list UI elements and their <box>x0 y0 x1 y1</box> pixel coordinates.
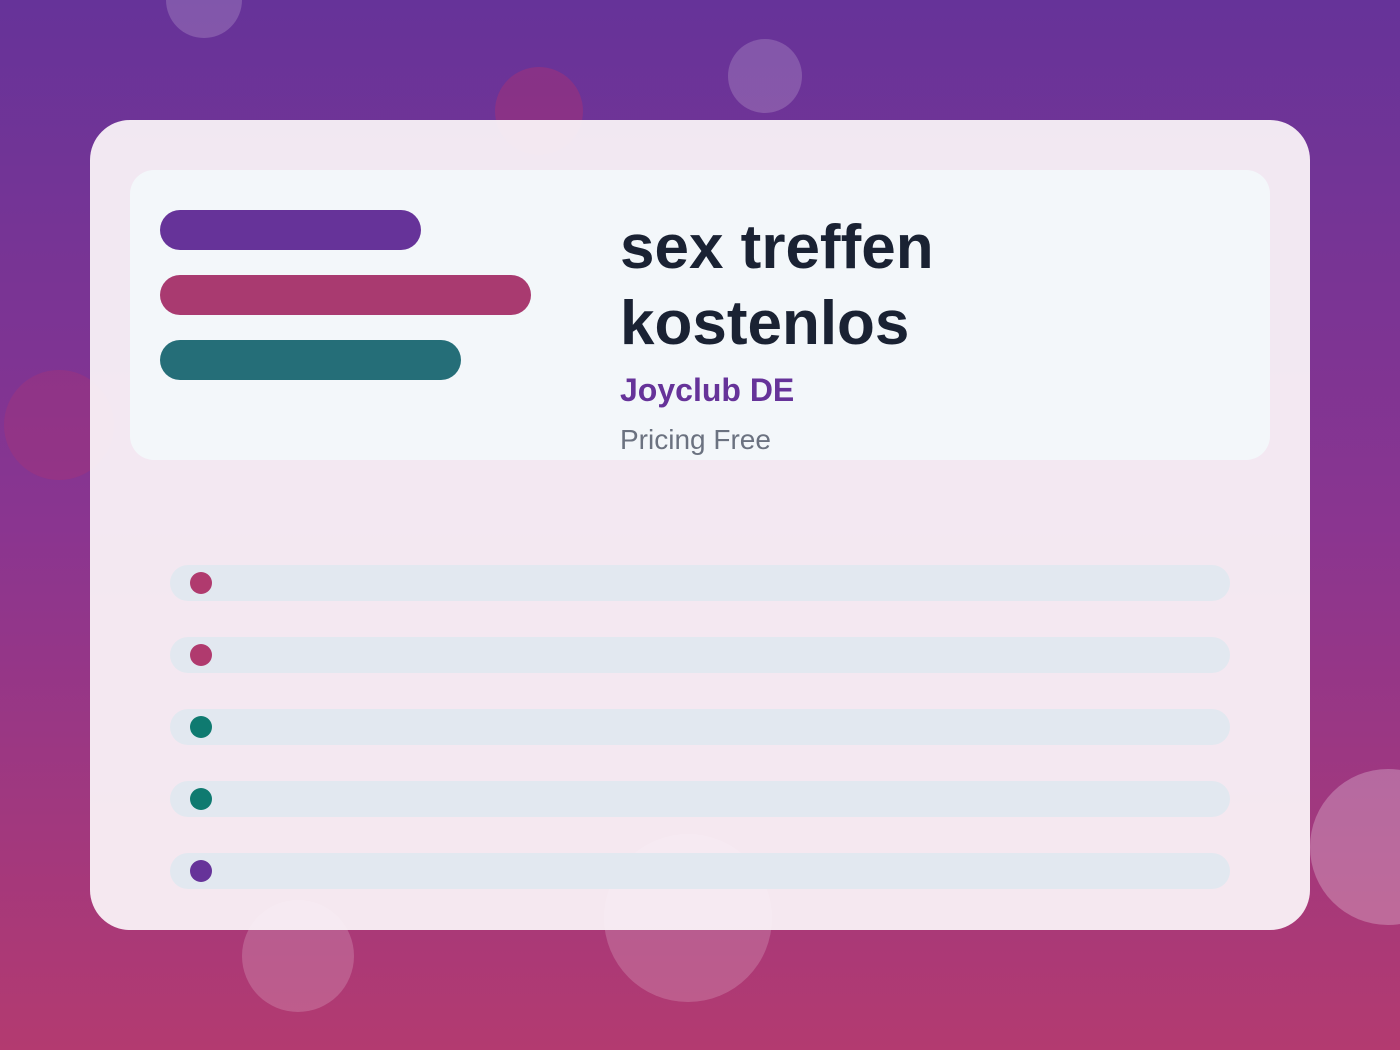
list-row <box>170 637 1230 673</box>
list-row <box>170 781 1230 817</box>
brand[interactable]: Joyclub DE <box>620 372 795 408</box>
bubble <box>166 0 242 38</box>
list-row <box>170 853 1230 889</box>
title: sex treffen kostenlos <box>620 213 934 358</box>
list-row <box>170 709 1230 745</box>
pill <box>160 210 421 250</box>
card: sex treffen kostenlos Joyclub DE Pricing… <box>90 120 1310 930</box>
dot <box>190 644 212 666</box>
pill <box>160 275 531 315</box>
hero: sex treffen kostenlos Joyclub DE Pricing… <box>130 170 1270 460</box>
dot <box>190 572 212 594</box>
bubble <box>1310 769 1400 925</box>
pricing: Pricing Free <box>620 424 771 455</box>
bubble <box>728 39 802 113</box>
pill <box>160 340 461 380</box>
dot <box>190 716 212 738</box>
dot <box>190 788 212 810</box>
dot <box>190 860 212 882</box>
list-row <box>170 565 1230 601</box>
